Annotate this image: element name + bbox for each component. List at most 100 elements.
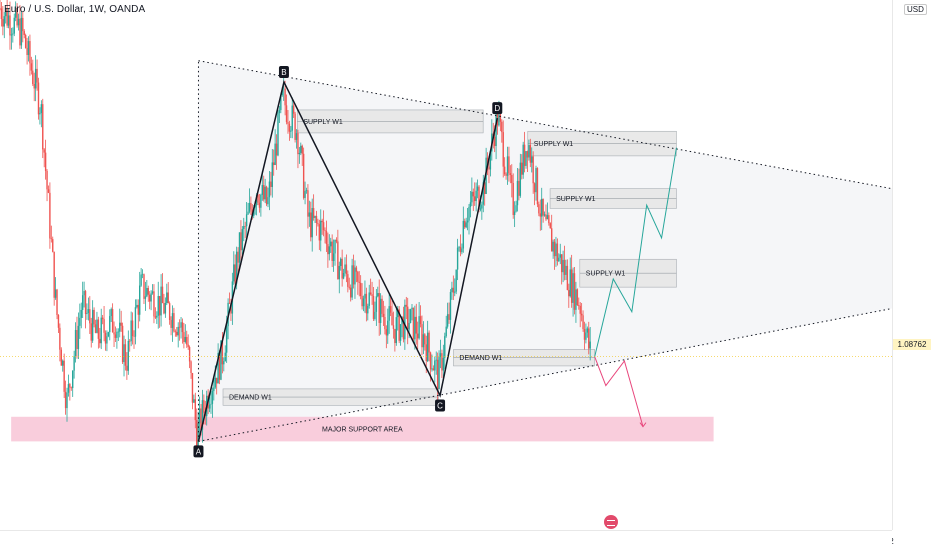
- candle-body: [30, 63, 33, 71]
- candle-body: [243, 226, 245, 230]
- candle-body: [549, 223, 551, 229]
- time-axis[interactable]: [0, 530, 892, 551]
- candle-body: [441, 353, 443, 371]
- currency-badge[interactable]: USD: [904, 4, 927, 15]
- candle-body: [532, 156, 534, 184]
- candle-body: [422, 334, 425, 348]
- candle-body: [338, 265, 340, 280]
- candle-body: [154, 316, 157, 318]
- candle-body: [375, 296, 378, 312]
- candle-body: [302, 153, 305, 198]
- candle-body: [69, 384, 71, 388]
- candle-body: [12, 33, 14, 35]
- candle-body: [469, 202, 472, 207]
- candle-body: [79, 317, 81, 326]
- candle-body: [73, 356, 75, 371]
- candle-body: [0, 8, 3, 20]
- candle-body: [378, 293, 380, 323]
- candle-body: [588, 328, 590, 349]
- candle-body: [130, 320, 132, 342]
- candle-body: [438, 357, 440, 390]
- candle-body: [100, 317, 102, 344]
- candle-body: [468, 206, 470, 221]
- candle-body: [89, 309, 91, 324]
- candle-body: [368, 292, 370, 306]
- candle-body: [97, 319, 100, 339]
- candle-body: [505, 174, 507, 176]
- candle-body: [483, 182, 486, 194]
- candle-body: [211, 391, 214, 404]
- bearish-arrowhead: [639, 422, 647, 428]
- candle-body: [455, 269, 457, 292]
- candle-body: [531, 156, 533, 163]
- candle-body: [565, 265, 567, 275]
- candle-body: [478, 186, 480, 210]
- candle-body: [235, 251, 238, 284]
- candle-body: [7, 15, 10, 26]
- candle-body: [555, 243, 557, 257]
- candle-body: [116, 331, 118, 338]
- candle-body: [124, 344, 127, 366]
- candle-body: [233, 264, 235, 282]
- candle-body: [330, 241, 332, 247]
- candle-body: [268, 181, 271, 198]
- candle-body: [126, 365, 128, 371]
- candle-body: [39, 113, 41, 115]
- candle-body: [143, 274, 145, 299]
- candle-body: [129, 340, 131, 342]
- point-label-C: C: [437, 401, 443, 410]
- candle-body: [63, 360, 65, 392]
- candle-body: [432, 368, 435, 371]
- candle-body: [379, 298, 382, 323]
- candle-body: [167, 292, 169, 304]
- candle-body: [461, 248, 463, 253]
- candle-body: [458, 246, 460, 248]
- candle-body: [250, 202, 252, 210]
- candle-body: [151, 291, 154, 294]
- point-label-D: D: [494, 104, 500, 113]
- candle-body: [518, 180, 520, 196]
- candle-body: [372, 295, 375, 319]
- candle-body: [49, 192, 51, 239]
- candle-body: [300, 145, 302, 153]
- support-zone: [11, 416, 714, 442]
- candle-body: [334, 239, 336, 254]
- candle-body: [337, 241, 339, 280]
- point-label-B: B: [281, 68, 286, 77]
- candle-body: [580, 313, 583, 316]
- candle-body: [36, 68, 38, 83]
- tradingview-logo-icon[interactable]: [604, 515, 618, 529]
- candle-body: [318, 224, 321, 241]
- candle-body: [170, 319, 172, 328]
- candle-body: [371, 294, 373, 296]
- candle-body: [5, 8, 7, 17]
- candle-body: [298, 152, 301, 155]
- candle-body: [479, 208, 482, 210]
- candle-body: [52, 239, 54, 252]
- candle-body: [136, 304, 138, 308]
- candle-body: [53, 251, 55, 298]
- candle-body: [237, 251, 239, 263]
- zone-label: SUPPLY W1: [556, 196, 596, 203]
- candle-body: [54, 289, 57, 298]
- candle-body: [104, 332, 107, 344]
- candle-body: [121, 325, 124, 363]
- candle-body: [489, 151, 492, 170]
- candle-body: [559, 254, 561, 258]
- candle-body: [536, 168, 539, 205]
- price-axis[interactable]: [892, 0, 932, 530]
- candle-body: [43, 149, 45, 153]
- candle-body: [465, 222, 467, 228]
- candle-body: [320, 220, 322, 241]
- candle-body: [355, 267, 358, 272]
- candle-body: [442, 357, 445, 371]
- candle-body: [241, 229, 244, 251]
- candle-body: [191, 372, 194, 403]
- candle-body: [117, 331, 120, 333]
- candle-body: [177, 326, 179, 336]
- candle-body: [488, 166, 490, 170]
- candle-body: [341, 258, 343, 279]
- candle-body: [402, 316, 405, 340]
- candle-body: [6, 8, 8, 26]
